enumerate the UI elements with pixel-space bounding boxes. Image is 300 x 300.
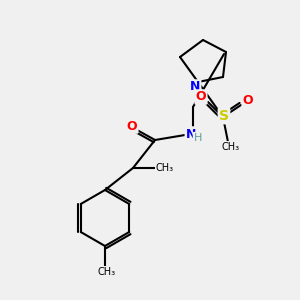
Text: CH₃: CH₃ xyxy=(98,267,116,277)
Text: O: O xyxy=(196,91,206,103)
Text: O: O xyxy=(243,94,253,106)
Text: O: O xyxy=(127,119,137,133)
Text: CH₃: CH₃ xyxy=(222,142,240,152)
Text: CH₃: CH₃ xyxy=(156,163,174,173)
Text: N: N xyxy=(190,80,200,94)
Text: N: N xyxy=(186,128,196,140)
Text: S: S xyxy=(219,109,229,123)
Text: H: H xyxy=(194,133,202,143)
